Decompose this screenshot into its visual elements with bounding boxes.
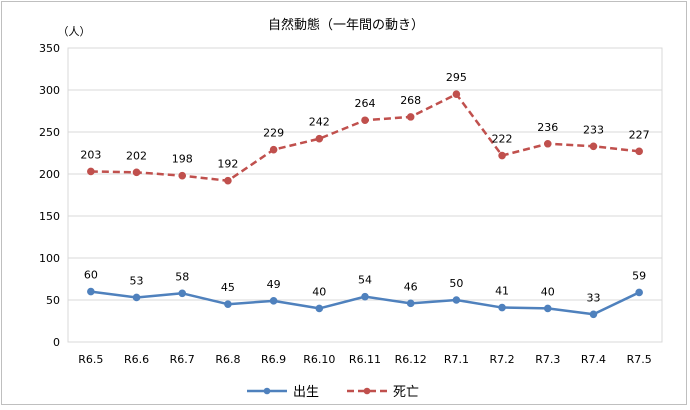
data-point — [269, 297, 278, 305]
data-label: 59 — [632, 269, 646, 282]
y-tick-label: 100 — [39, 252, 60, 265]
data-point — [178, 289, 187, 298]
x-tick-label: R7.2 — [490, 353, 515, 366]
y-tick-label: 50 — [46, 294, 60, 307]
legend-label: 死亡 — [393, 385, 419, 400]
x-tick-label: R7.1 — [444, 353, 469, 366]
x-tick-label: R6.8 — [215, 353, 240, 366]
data-point — [361, 292, 369, 301]
data-point — [269, 145, 278, 154]
data-point — [406, 113, 415, 121]
data-label: 242 — [309, 116, 330, 129]
chart-frame: 自然動態（一年間の動き） （人） 0 50 100 150 200 250 300 350 R… — [1, 1, 687, 405]
data-labels: 60 53 58 45 49 40 54 46 50 41 40 33 59 203 202 198 192 22… — [80, 71, 649, 304]
data-label: 202 — [126, 149, 147, 162]
data-label: 49 — [267, 278, 281, 291]
y-tick-label: 300 — [39, 84, 60, 97]
data-label: 268 — [400, 94, 421, 107]
legend-swatch-marker — [363, 387, 371, 395]
y-tick-label: 350 — [39, 42, 60, 55]
data-label: 236 — [537, 121, 558, 134]
x-axis-ticks: R6.5 R6.6 R6.7 R6.8 R6.9 R6.10 R6.11 R6.12 R7.1 R… — [78, 353, 651, 366]
x-tick-label: R7.5 — [627, 353, 652, 366]
data-label: 46 — [404, 280, 418, 293]
x-tick-label: R6.5 — [78, 353, 103, 366]
data-point — [315, 304, 324, 313]
data-label: 33 — [586, 291, 600, 304]
data-point — [178, 171, 187, 180]
data-point — [589, 142, 598, 151]
x-tick-label: R6.12 — [395, 353, 427, 366]
data-label: 58 — [175, 270, 189, 283]
data-point — [498, 303, 506, 312]
data-point — [543, 304, 552, 313]
data-label: 233 — [583, 123, 604, 136]
data-point — [87, 287, 95, 296]
data-label: 227 — [629, 128, 650, 141]
data-point — [498, 151, 506, 160]
data-label: 264 — [355, 97, 376, 110]
legend-swatch-marker — [263, 387, 271, 395]
y-axis-ticks: 0 50 100 150 200 250 300 350 — [39, 42, 60, 349]
x-tick-label: R6.11 — [349, 353, 381, 366]
data-point — [224, 176, 232, 185]
data-label: 198 — [172, 153, 193, 166]
data-label: 40 — [541, 285, 555, 298]
plot-area-border — [67, 47, 663, 343]
data-point — [635, 147, 643, 156]
data-point — [132, 168, 141, 177]
x-tick-label: R6.10 — [303, 353, 335, 366]
data-label: 41 — [495, 285, 509, 298]
data-label: 45 — [221, 281, 235, 294]
data-point — [543, 139, 552, 148]
data-point — [589, 310, 598, 319]
data-label: 50 — [449, 277, 463, 290]
chart-title: 自然動態（一年間の動き） — [268, 17, 424, 33]
data-point — [132, 293, 141, 302]
y-tick-label: 0 — [53, 336, 60, 349]
data-label: 53 — [130, 274, 144, 287]
data-point — [224, 300, 232, 309]
data-label: 229 — [263, 127, 284, 140]
data-point — [87, 167, 95, 176]
data-point — [315, 134, 324, 143]
data-point — [406, 299, 415, 308]
x-tick-label: R6.9 — [261, 353, 286, 366]
data-label: 40 — [312, 285, 326, 298]
y-tick-label: 250 — [39, 126, 60, 139]
x-tick-label: R6.7 — [170, 353, 195, 366]
legend: 出生 死亡 — [247, 385, 419, 400]
y-tick-label: 150 — [39, 210, 60, 223]
y-axis-unit-label: （人） — [58, 25, 91, 38]
data-label: 60 — [84, 269, 98, 282]
gridlines — [67, 47, 663, 343]
legend-label: 出生 — [293, 385, 319, 400]
y-tick-label: 200 — [39, 168, 60, 181]
data-label: 192 — [217, 158, 238, 171]
data-label: 222 — [492, 133, 513, 146]
data-point — [361, 116, 369, 125]
x-tick-label: R7.3 — [535, 353, 560, 366]
data-label: 54 — [358, 274, 372, 287]
data-label: 295 — [446, 71, 467, 84]
x-tick-label: R7.4 — [581, 353, 606, 366]
data-point — [635, 288, 643, 297]
data-point — [452, 296, 461, 304]
series-layer — [87, 90, 643, 319]
data-label: 203 — [80, 148, 101, 161]
x-tick-label: R6.6 — [124, 353, 149, 366]
data-point — [452, 90, 461, 98]
